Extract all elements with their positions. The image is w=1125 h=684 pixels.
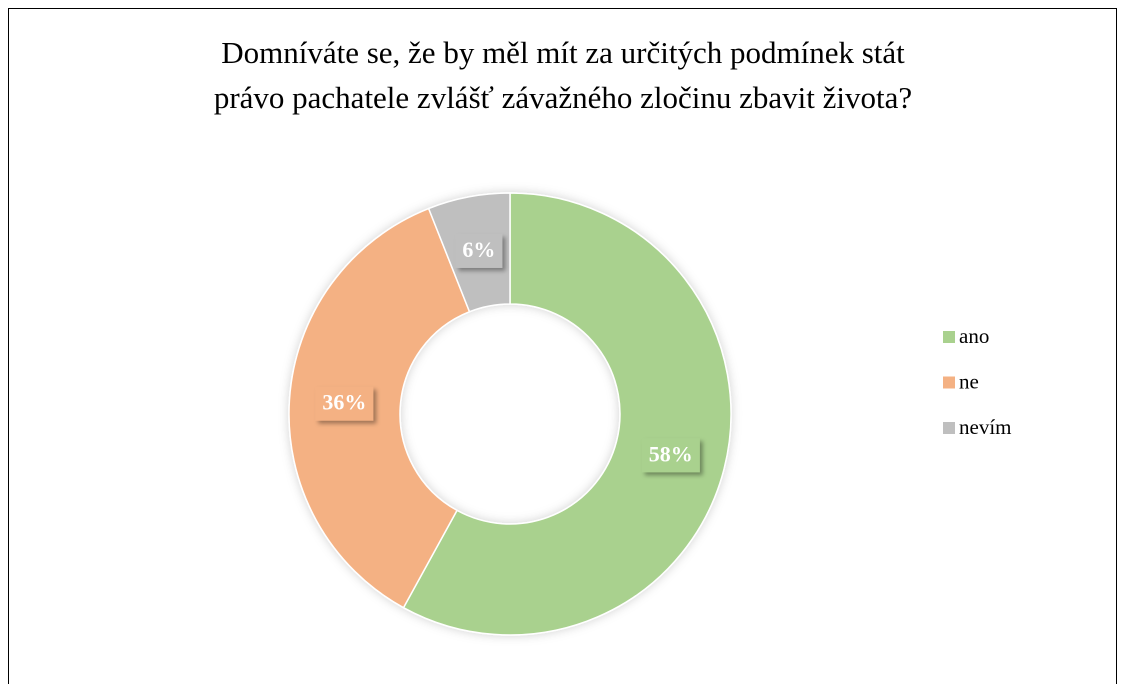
data-label-box — [455, 233, 503, 268]
legend-swatch — [943, 376, 955, 389]
data-label-box — [641, 438, 700, 473]
data-label: 36% — [322, 390, 366, 415]
legend-swatch — [943, 422, 955, 434]
legend-label: nevím — [959, 415, 1012, 439]
data-label: 6% — [462, 237, 495, 262]
legend-label: ne — [959, 369, 979, 393]
legend-swatch — [943, 331, 955, 343]
donut-slice — [402, 192, 732, 636]
data-label-box — [315, 386, 374, 421]
data-label: 58% — [649, 441, 693, 466]
chart-title: Domníváte se, že by měl mít za určitých … — [221, 35, 905, 70]
chart-title: právo pachatele zvlášť závažného zločinu… — [214, 80, 912, 115]
legend-label: ano — [959, 324, 989, 348]
donut-slice — [288, 207, 471, 609]
donut — [288, 192, 732, 636]
